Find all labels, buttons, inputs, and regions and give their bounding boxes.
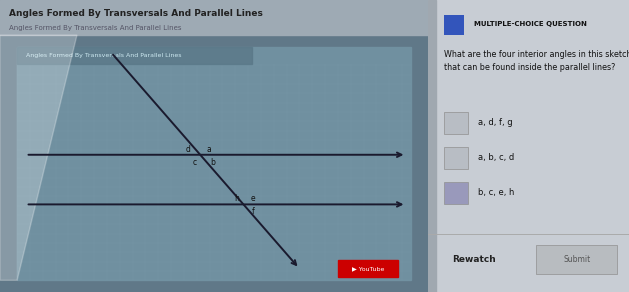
Text: MULTIPLE-CHOICE QUESTION: MULTIPLE-CHOICE QUESTION xyxy=(474,21,587,27)
Text: d: d xyxy=(186,145,191,154)
Bar xyxy=(444,182,468,204)
Text: b, c, e, h: b, c, e, h xyxy=(478,188,515,197)
Bar xyxy=(537,245,617,274)
Text: a, b, c, d: a, b, c, d xyxy=(478,153,515,162)
Bar xyxy=(17,47,411,280)
Bar xyxy=(0,35,428,292)
Bar xyxy=(444,147,468,169)
Bar xyxy=(17,47,252,64)
Text: ▶ YouTube: ▶ YouTube xyxy=(352,266,384,271)
Bar xyxy=(444,15,464,35)
Bar xyxy=(428,0,436,292)
Text: Angles Formed By Transversals And Parallel Lines: Angles Formed By Transversals And Parall… xyxy=(9,25,181,31)
Text: Rewatch: Rewatch xyxy=(452,256,496,264)
Text: What are the four interior angles in this sketch
that can be found inside the pa: What are the four interior angles in thi… xyxy=(444,50,629,72)
Text: h: h xyxy=(234,194,238,203)
Text: c: c xyxy=(192,158,196,167)
Text: f: f xyxy=(252,207,254,216)
Bar xyxy=(0,0,428,35)
Text: a: a xyxy=(206,145,211,154)
Bar xyxy=(338,260,398,277)
Text: Angles Formed By Transversals And Parallel Lines: Angles Formed By Transversals And Parall… xyxy=(26,53,181,58)
Text: e: e xyxy=(251,194,255,203)
Bar xyxy=(444,112,468,134)
Text: a, d, f, g: a, d, f, g xyxy=(478,118,513,127)
Polygon shape xyxy=(0,35,77,280)
Text: b: b xyxy=(209,158,214,167)
Text: Angles Formed By Transversals And Parallel Lines: Angles Formed By Transversals And Parall… xyxy=(9,9,262,18)
Text: Submit: Submit xyxy=(563,256,590,264)
